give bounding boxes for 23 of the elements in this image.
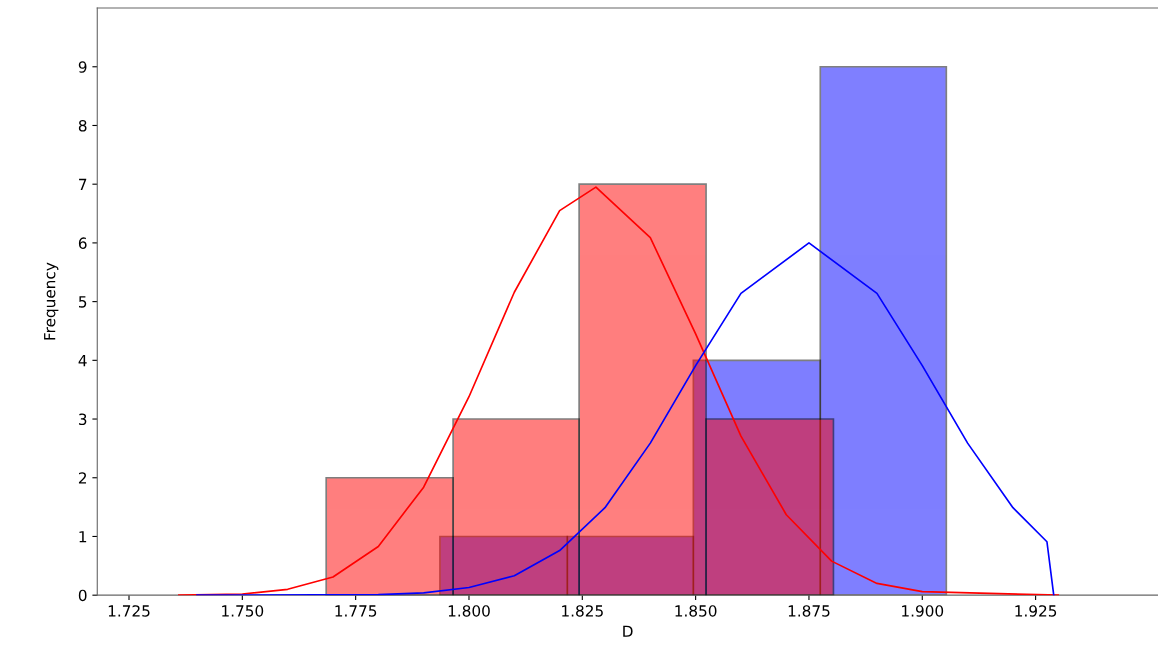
y-tick-label: 4: [78, 354, 87, 367]
y-tick-label: 0: [78, 589, 87, 602]
x-tick-label: 1.800: [448, 605, 490, 617]
x-tick-label: 1.825: [562, 605, 603, 617]
y-tick-label: 8: [78, 119, 87, 132]
y-tick-label: 3: [78, 413, 87, 426]
line-series: [178, 186, 1060, 596]
x-tick-label: 1.875: [788, 605, 830, 617]
x-tick-label: 1.925: [1015, 605, 1057, 617]
y-tick-label: 9: [78, 61, 87, 73]
x-axis-title: D: [623, 625, 633, 637]
line-series: [196, 242, 1055, 596]
y-axis-title: Frequency: [44, 262, 59, 340]
y-tick-label: 7: [79, 178, 87, 190]
x-tick-label: 1.900: [902, 605, 944, 617]
x-tick-label: 1.725: [108, 605, 150, 617]
x-tick-label: 1.850: [675, 605, 717, 617]
x-tick-label: 1.775: [335, 605, 377, 617]
x-tick-label: 1.750: [222, 605, 264, 617]
y-tick-label: 2: [78, 472, 87, 484]
y-tick-label: 6: [78, 237, 87, 249]
y-tick-label: 1: [79, 531, 87, 543]
y-tick-label: 5: [79, 296, 87, 308]
